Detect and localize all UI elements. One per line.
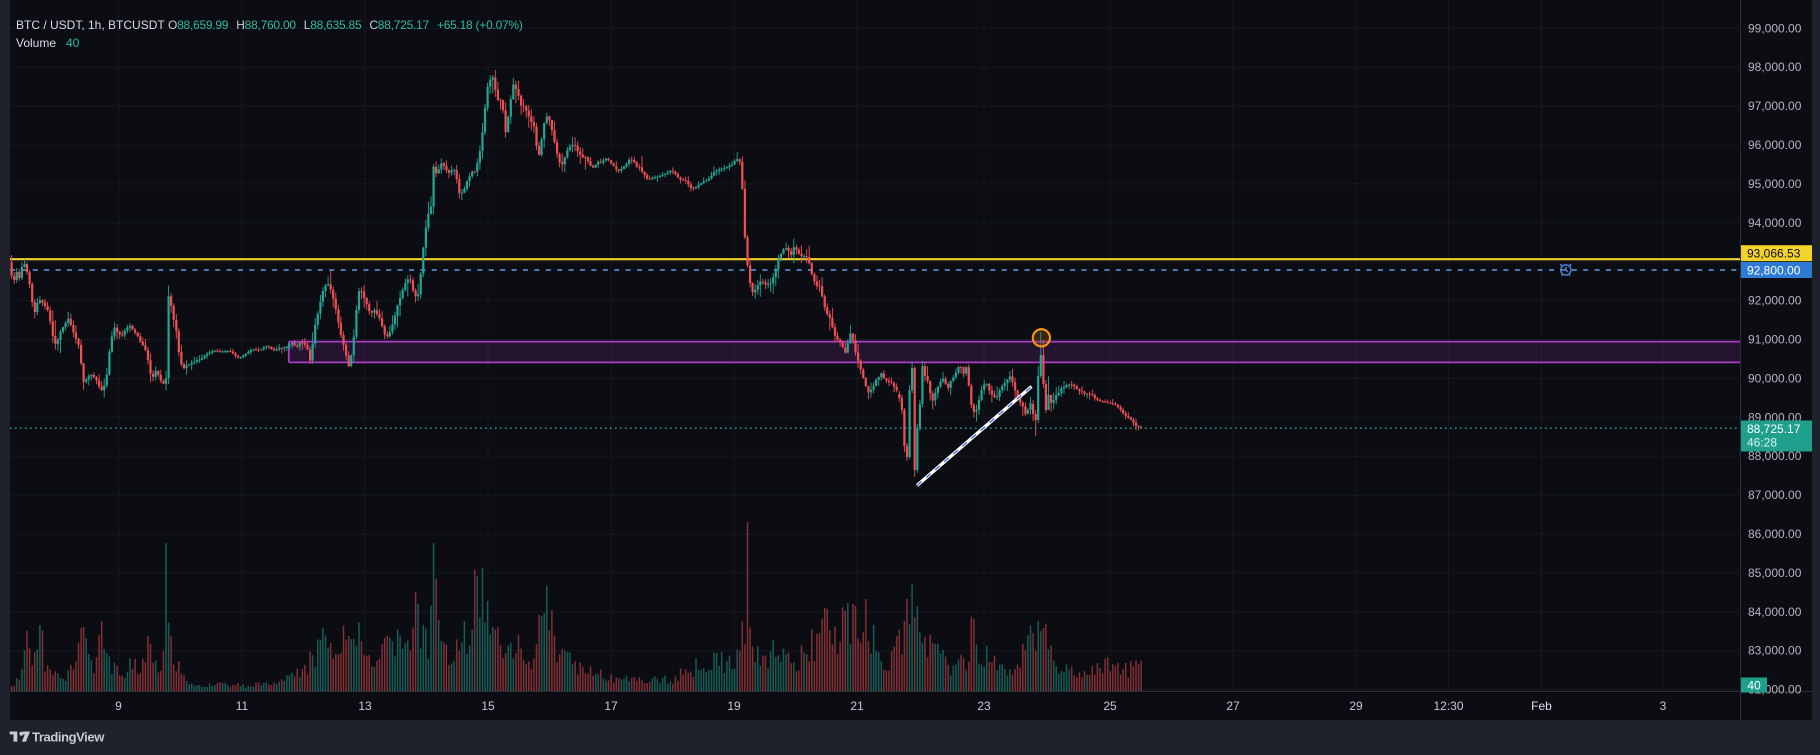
svg-text:17: 17 [604,699,618,713]
svg-text:12:30: 12:30 [1433,699,1463,713]
svg-text:TradingView: TradingView [32,730,105,745]
svg-text:84,000.00: 84,000.00 [1748,605,1802,619]
svg-text:88,000.00: 88,000.00 [1748,449,1802,463]
svg-text:Feb: Feb [1531,699,1552,713]
svg-text:25: 25 [1103,699,1117,713]
svg-text:87,000.00: 87,000.00 [1748,488,1802,502]
svg-text:29: 29 [1349,699,1363,713]
svg-text:Volume: Volume [16,36,56,50]
svg-text:11: 11 [236,699,249,713]
svg-text:46:28: 46:28 [1747,436,1777,450]
svg-text:86,000.00: 86,000.00 [1748,527,1802,541]
svg-text:40: 40 [1747,678,1761,692]
svg-text:15: 15 [481,699,495,713]
svg-text:91,000.00: 91,000.00 [1748,333,1802,347]
svg-text:23: 23 [977,699,991,713]
svg-text:83,000.00: 83,000.00 [1748,644,1802,658]
svg-text:19: 19 [727,699,741,713]
svg-text:85,000.00: 85,000.00 [1748,566,1802,580]
svg-text:13: 13 [358,699,372,713]
svg-text:96,000.00: 96,000.00 [1748,138,1802,152]
svg-text:40: 40 [66,36,80,50]
svg-text:92,000.00: 92,000.00 [1748,294,1802,308]
svg-text:27: 27 [1226,699,1240,713]
svg-text:88,725.17: 88,725.17 [1747,422,1801,436]
svg-text:9: 9 [115,699,122,713]
svg-text:99,000.00: 99,000.00 [1748,21,1802,35]
svg-text:94,000.00: 94,000.00 [1748,216,1802,230]
svg-text:93,066.53: 93,066.53 [1747,247,1801,261]
svg-text:92,800.00: 92,800.00 [1747,263,1801,277]
svg-text:BTC / USDT, 1h, BTCUSDT: BTC / USDT, 1h, BTCUSDT [16,18,165,32]
svg-text:97,000.00: 97,000.00 [1748,99,1802,113]
svg-text:3: 3 [1660,699,1667,713]
svg-text:98,000.00: 98,000.00 [1748,60,1802,74]
svg-text:21: 21 [850,699,864,713]
svg-text:95,000.00: 95,000.00 [1748,177,1802,191]
svg-text:90,000.00: 90,000.00 [1748,371,1802,385]
